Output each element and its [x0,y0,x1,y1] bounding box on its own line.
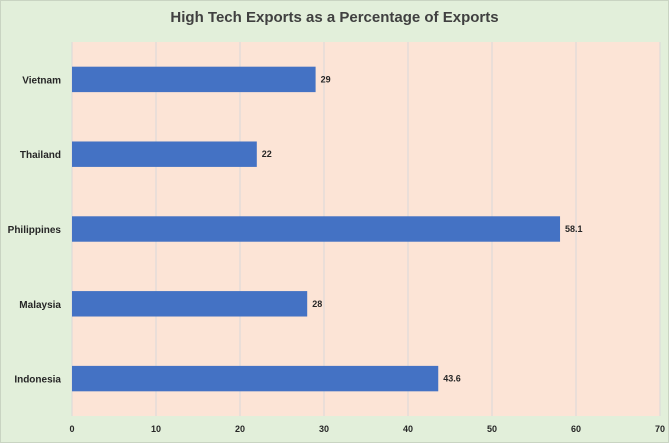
category-label: Thailand [20,150,61,161]
category-label: Philippines [8,225,62,236]
x-tick-label: 10 [151,424,161,434]
category-label: Malaysia [19,300,61,311]
category-label: Vietnam [22,75,61,86]
data-label: 29 [321,74,331,84]
data-label: 43.6 [443,374,461,384]
category-label: Indonesia [14,375,61,386]
bar-malaysia [72,291,308,317]
chart-title: High Tech Exports as a Percentage of Exp… [170,9,499,26]
bars [72,66,561,392]
x-tick-label: 30 [319,424,329,434]
bar-philippines [72,216,561,242]
labels: 0 10 20 30 40 50 60 70 Vietnam 29 Thailand 22 Philip… [8,74,665,434]
bar-indonesia [72,365,439,392]
x-tick-label: 70 [655,424,665,434]
x-tick-label: 50 [487,424,497,434]
data-label: 28 [312,299,322,309]
data-label: 58.1 [565,224,583,234]
bar-vietnam [72,66,316,93]
x-tick-label: 60 [571,424,581,434]
x-tick-label: 0 [69,424,74,434]
x-tick-label: 40 [403,424,413,434]
data-label: 22 [262,149,272,159]
x-tick-label: 20 [235,424,245,434]
bar-thailand [72,141,257,167]
